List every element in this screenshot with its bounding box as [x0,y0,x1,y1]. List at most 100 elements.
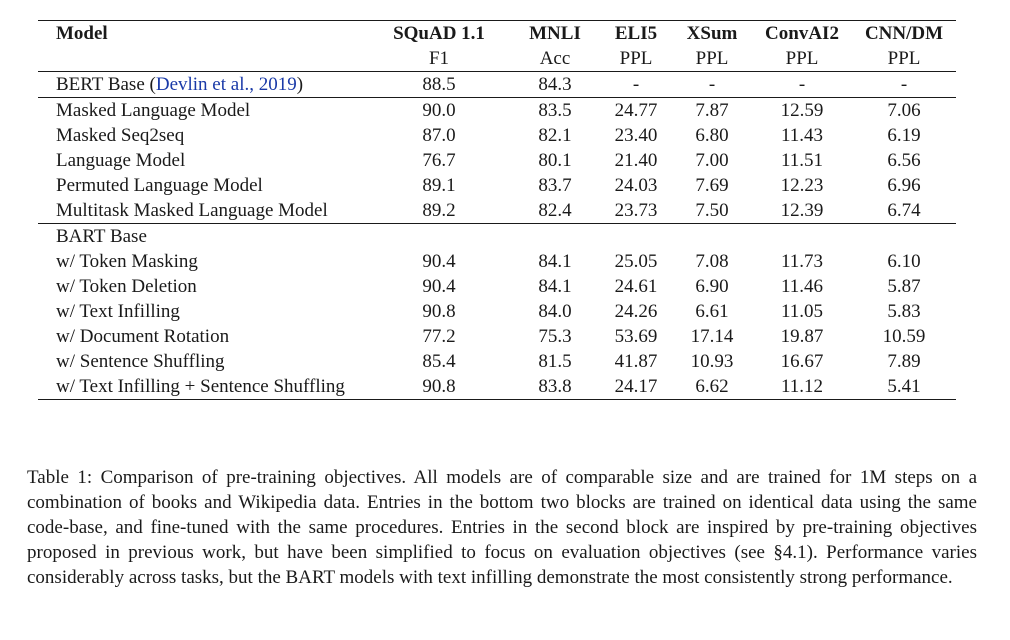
cell-value: 12.39 [780,200,824,221]
row-model-name: w/ Token Masking [56,251,198,272]
cell-value: 12.59 [752,97,852,123]
cell-value: 11.51 [780,150,824,171]
cell-value: 7.50 [695,200,729,221]
table-row: Permuted Language Model 89.1 83.7 24.03 … [38,173,956,198]
cell-value: 80.1 [538,150,572,171]
cell-value: 90.0 [368,97,510,123]
row-model-name: w/ Text Infilling + Sentence Shuffling [56,376,345,397]
header-xsum: XSum [686,23,738,44]
metric-convai2: PPL [785,48,819,69]
cell-value: 7.69 [695,175,729,196]
table-row-group-title: BART Base [38,223,956,249]
cell-value: - [752,71,852,98]
cell-value: 23.73 [614,200,658,221]
row-model-name: BERT Base (Devlin et al., 2019) [38,71,368,98]
cell-value-best: 6.61 [695,301,729,322]
cell-value: 17.14 [690,326,734,347]
table-row-baseline: BERT Base (Devlin et al., 2019) 88.5 84.… [38,71,956,98]
cell-value: 7.89 [887,351,921,372]
header-eli5: ELI5 [614,23,658,44]
cell-value: 85.4 [422,351,456,372]
metric-eli5: PPL [619,48,653,69]
table-row: w/ Document Rotation 77.2 75.3 53.69 17.… [38,324,956,349]
cell-value: 5.83 [887,301,921,322]
cell-value: 12.23 [780,175,824,196]
cell-value: 88.5 [368,71,510,98]
cell-value: 84.1 [538,276,572,297]
row-model-name: Masked Language Model [38,97,368,123]
cell-value: 11.43 [780,125,824,146]
cell-value: 7.08 [695,251,729,272]
cell-value: 90.4 [422,251,456,272]
table-row: w/ Text Infilling + Sentence Shuffling 9… [38,374,956,400]
metric-cnndm: PPL [887,48,921,69]
table-row: w/ Token Masking 90.4 84.1 25.05 7.08 11… [38,249,956,274]
cell-value: 75.3 [538,326,572,347]
cell-value: 24.26 [614,301,658,322]
cell-value: 83.8 [538,376,572,397]
table-row: Masked Seq2seq 87.0 82.1 23.40 6.80 11.4… [38,123,956,148]
header-row-names: Model SQuAD 1.1 MNLI ELI5 XSum ConvAI2 C… [38,20,956,47]
cell-value: 11.46 [780,276,824,297]
cell-value: 7.06 [852,97,956,123]
cell-value: 6.10 [887,251,921,272]
cell-value-best: 90.8 [422,301,456,322]
cell-value: 87.0 [422,125,456,146]
group-title: BART Base [38,223,368,249]
cell-value: 7.87 [672,97,752,123]
cell-value: 6.74 [887,200,921,221]
row-model-name: w/ Document Rotation [56,326,230,347]
cell-value: 83.7 [538,175,572,196]
cell-value: 89.2 [422,200,456,221]
cell-value: 84.0 [538,301,572,322]
row-model-name: w/ Sentence Shuffling [56,351,225,372]
cell-value: 10.59 [882,326,926,347]
row-model-name: Masked Seq2seq [56,125,185,146]
table-row: Masked Language Model 90.0 83.5 24.77 7.… [38,97,956,123]
row-model-name: Multitask Masked Language Model [56,200,328,221]
cell-value: 10.93 [690,351,734,372]
citation-link[interactable]: Devlin et al., 2019 [155,74,297,95]
table-caption: Table 1: Comparison of pre-training obje… [27,467,977,588]
results-table: Model SQuAD 1.1 MNLI ELI5 XSum ConvAI2 C… [38,20,956,400]
cell-value: 76.7 [422,150,456,171]
cell-value: 41.87 [614,351,658,372]
table-row: w/ Token Deletion 90.4 84.1 24.61 6.90 1… [38,274,956,299]
cell-value: 16.67 [780,351,824,372]
cell-value: 6.96 [887,175,921,196]
cell-value: 89.1 [422,175,456,196]
cell-value: 84.1 [538,251,572,272]
header-mnli: MNLI [529,23,581,44]
cell-value: 6.56 [887,150,921,171]
cell-value: 83.5 [510,97,600,123]
cell-value: 6.80 [695,125,729,146]
cell-value: 23.40 [614,125,658,146]
cell-value: 24.61 [614,276,658,297]
cell-value-best: 21.40 [614,150,658,171]
cell-value-best: 5.41 [887,376,921,397]
cell-value: - [600,71,672,98]
header-model: Model [56,23,108,44]
header-cnndm: CNN/DM [864,23,944,44]
cell-value: 11.12 [780,376,824,397]
header-convai2: ConvAI2 [765,23,839,44]
table-row: Language Model 76.7 80.1 21.40 7.00 11.5… [38,148,956,173]
metric-xsum: PPL [695,48,729,69]
cell-value: 24.17 [614,376,658,397]
cell-value: 90.4 [422,276,456,297]
row-model-name: Language Model [56,150,186,171]
header-row-metrics: F1 Acc PPL PPL PPL PPL [38,46,956,72]
results-table-container: Model SQuAD 1.1 MNLI ELI5 XSum ConvAI2 C… [38,20,956,400]
cell-value: 6.19 [887,125,921,146]
header-squad: SQuAD 1.1 [393,23,485,44]
table-row: Multitask Masked Language Model 89.2 82.… [38,198,956,224]
row-model-name: w/ Text Infilling [56,301,180,322]
cell-value: 6.90 [695,276,729,297]
cell-value: 11.73 [780,251,824,272]
cell-value: 53.69 [614,326,658,347]
cell-value: 82.1 [538,125,572,146]
cell-value: 6.62 [695,376,729,397]
cell-value: 24.03 [614,175,658,196]
header-model-blank [38,46,368,72]
metric-mnli: Acc [539,48,571,69]
